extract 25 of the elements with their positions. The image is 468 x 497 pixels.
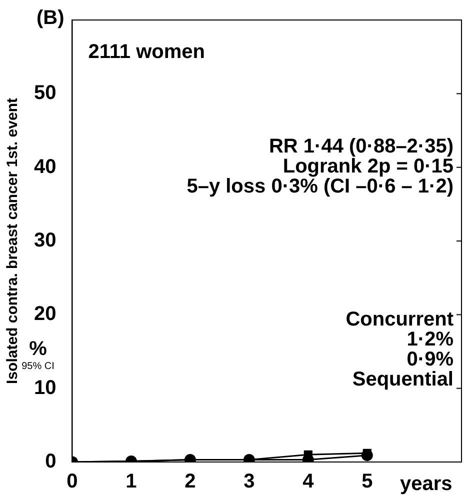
x-tick-label: 3 — [244, 470, 255, 493]
x-tick-label: 2 — [184, 470, 196, 493]
x-axis-title: years — [400, 473, 452, 495]
chart-title: (B) — [36, 7, 64, 29]
x-tick-label: 5 — [362, 470, 373, 493]
x-tick-label: 4 — [302, 470, 315, 493]
x-tick-label: 1 — [126, 470, 137, 493]
annotation: 1·2% — [406, 328, 454, 351]
y-tick-label: 50 — [34, 82, 56, 104]
legend-label: Sequential — [352, 368, 454, 391]
annotation: Logrank 2p = 0·15 — [282, 156, 454, 178]
y-tick-label: 20 — [34, 303, 56, 326]
annotation: RR 1·44 (0·88–2·35) — [268, 136, 454, 158]
text: 95% CI — [22, 361, 54, 372]
annotation: 0·9% — [406, 348, 454, 371]
y-tick-label: 0 — [45, 450, 56, 473]
y-tick-label: 40 — [34, 156, 56, 178]
text: % — [29, 338, 48, 360]
annotation: 2111 women — [88, 41, 205, 63]
y-tick-label: 10 — [34, 376, 56, 399]
annotation: 5–y loss 0·3% (CI –0·6 – 1·2) — [186, 176, 454, 198]
x-tick-label: 0 — [66, 470, 78, 493]
y-tick-label: 30 — [34, 230, 56, 252]
y-axis-title: Isolated contra. breast cancer 1st. event — [4, 98, 22, 384]
legend-label: Concurrent — [346, 308, 454, 331]
